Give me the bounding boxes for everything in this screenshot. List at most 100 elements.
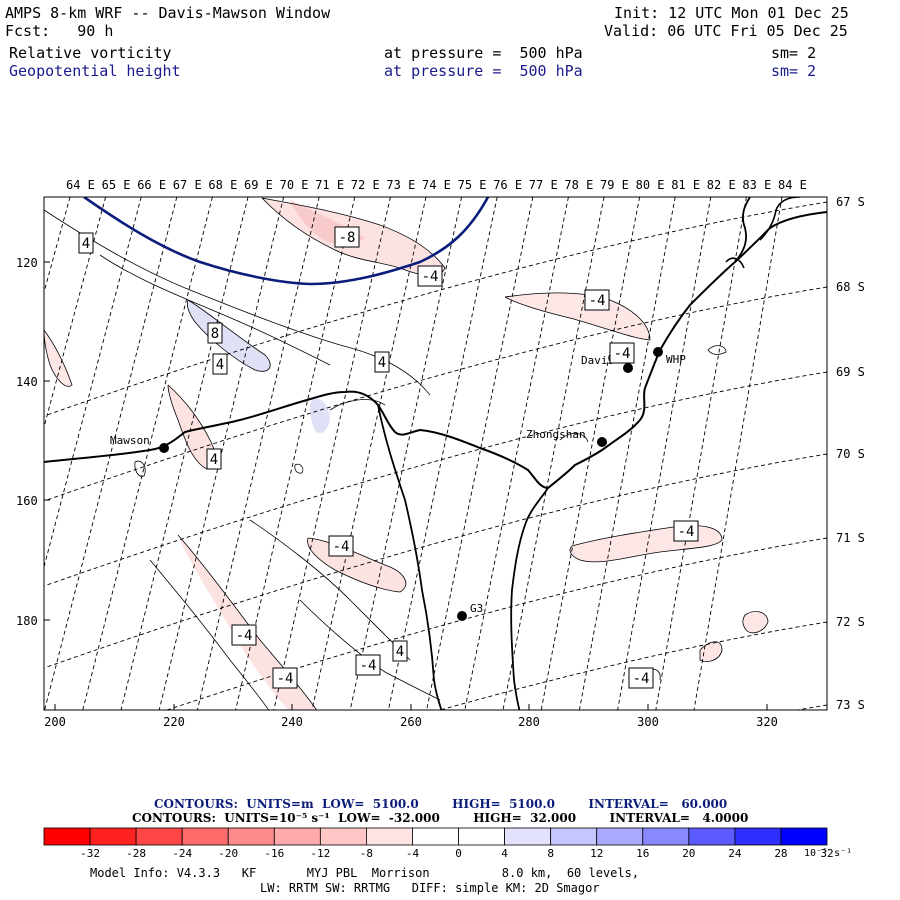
svg-text:-4: -4 (277, 671, 294, 687)
model-info-line2: LW: RRTM SW: RRTMG DIFF: simple KM: 2D S… (260, 881, 600, 895)
station-dot-zhongshan (597, 437, 607, 447)
lon-label: 80 E (636, 178, 665, 192)
svg-text:4: 4 (82, 236, 90, 252)
contour-label: -8 (334, 226, 360, 248)
field1-level: at pressure = 500 hPa (384, 44, 583, 62)
contour-label: -4 (231, 624, 257, 646)
colorbar-swatch (181, 827, 229, 846)
meridian-line (387, 197, 498, 710)
colorbar: -32 -28 -24 -20 -16 -12 -8 -4 0 4 8 12 16 20 24 28 32 (43, 827, 834, 860)
svg-text:-4: -4 (589, 293, 606, 309)
colorbar-label: -24 (172, 847, 192, 860)
lon-label: 69 E (244, 178, 273, 192)
colorbar-swatch (135, 827, 183, 846)
valid-time: Valid: 06 UTC Fri 05 Dec 25 (604, 22, 848, 40)
colorbar-swatch (734, 827, 782, 846)
colorbar-label: 28 (774, 847, 787, 860)
meridian-line (158, 197, 285, 710)
contour-label: -4 (584, 289, 610, 311)
lon-label: 75 E (458, 178, 487, 192)
contour-label: 4 (392, 640, 408, 662)
meridian-line (502, 197, 605, 710)
meridian-line (273, 197, 391, 710)
lat-label: 69 S (836, 365, 865, 379)
colorbar-label: 16 (636, 847, 649, 860)
svg-text:-4: -4 (614, 346, 631, 362)
colorbar-label: -8 (360, 847, 373, 860)
contour-label-boxes: 4 -8 -4 -4 8 4 4 -4 4 -4 -4 -4 -4 -4 4 -4 (78, 226, 699, 689)
contour-label: 4 (78, 232, 94, 254)
svg-text:4: 4 (216, 357, 224, 373)
svg-text:-4: -4 (678, 524, 695, 540)
plot-frame (43, 196, 828, 711)
init-time: Init: 12 UTC Mon 01 Dec 25 (614, 4, 849, 22)
meridian-line (311, 197, 427, 710)
y-tick-label: 180 (16, 614, 38, 628)
x-tick-label: 220 (163, 715, 185, 729)
station-label-g3: G3 (470, 602, 483, 615)
lon-label: 76 E (493, 178, 522, 192)
y-tick-label: 120 (16, 256, 38, 270)
station-label-mawson: Mawson (110, 434, 150, 447)
lon-label: 78 E (564, 178, 593, 192)
y-tick-label: 160 (16, 494, 38, 508)
model-info-line1: Model Info: V4.3.3 KF MYJ PBL Morrison 8… (90, 866, 640, 880)
field2-name: Geopotential height (9, 62, 181, 80)
svg-text:8: 8 (211, 326, 219, 342)
colorbar-label: -20 (218, 847, 238, 860)
colorbar-swatch (273, 827, 321, 846)
colorbar-swatch (642, 827, 690, 846)
meridian-line (540, 197, 641, 710)
colorbar-swatch (780, 827, 828, 846)
coastline-bay (725, 257, 745, 269)
colorbar-swatch (43, 827, 91, 846)
svg-text:-4: -4 (236, 628, 253, 644)
x-tick-label: 300 (637, 715, 659, 729)
meridian-line (578, 197, 676, 710)
contour-label: -4 (328, 535, 354, 557)
contour-label: -4 (628, 667, 654, 689)
lat-label: 68 S (836, 280, 865, 294)
station-label-whp: WHP (666, 353, 686, 366)
lon-label: 66 E (137, 178, 166, 192)
lon-label: 65 E (102, 178, 131, 192)
x-tick-label: 320 (756, 715, 778, 729)
svg-text:-4: -4 (360, 658, 377, 674)
svg-text:-4: -4 (422, 269, 439, 285)
svg-text:4: 4 (378, 355, 386, 371)
lon-label: 64 E (66, 178, 95, 192)
geopotential-height-contour (83, 197, 490, 286)
contour-label: 8 (207, 322, 223, 344)
station-label-davis: Davis (581, 354, 614, 367)
x-axis: 200 220 240 260 280 300 320 (44, 704, 778, 729)
meridian-line (655, 197, 747, 710)
latitude-labels: 67 S 68 S 69 S 70 S 71 S 72 S 73 S (836, 195, 865, 712)
lon-label: 83 E (742, 178, 771, 192)
contour-label: 4 (206, 448, 222, 470)
field1-name: Relative vorticity (9, 44, 172, 62)
parallel-line (44, 286, 827, 502)
contour-label: -4 (355, 654, 381, 676)
coastline-island (759, 197, 801, 241)
station-dot-whp (653, 347, 663, 357)
colorbar-label: 12 (590, 847, 603, 860)
colorbar-label: -12 (310, 847, 330, 860)
svg-text:4: 4 (396, 644, 404, 660)
contour-label: -4 (609, 342, 635, 364)
x-tick-label: 280 (518, 715, 540, 729)
field2-level: at pressure = 500 hPa (384, 62, 583, 80)
svg-text:-8: -8 (339, 230, 356, 246)
lat-label: 70 S (836, 447, 865, 461)
meridian-line (44, 197, 178, 710)
station-dot-g3 (457, 611, 467, 621)
lon-label: 68 E (208, 178, 237, 192)
y-axis: 120 140 160 180 (16, 256, 50, 628)
colorbar-swatch (688, 827, 736, 846)
lon-label: 67 E (173, 178, 202, 192)
svg-text:-4: -4 (333, 539, 350, 555)
field1-smoothing: sm= 2 (771, 44, 817, 62)
colorbar-label: 20 (682, 847, 695, 860)
ice-shelf-boundary-east (510, 487, 549, 710)
contour-label: -4 (417, 265, 443, 287)
